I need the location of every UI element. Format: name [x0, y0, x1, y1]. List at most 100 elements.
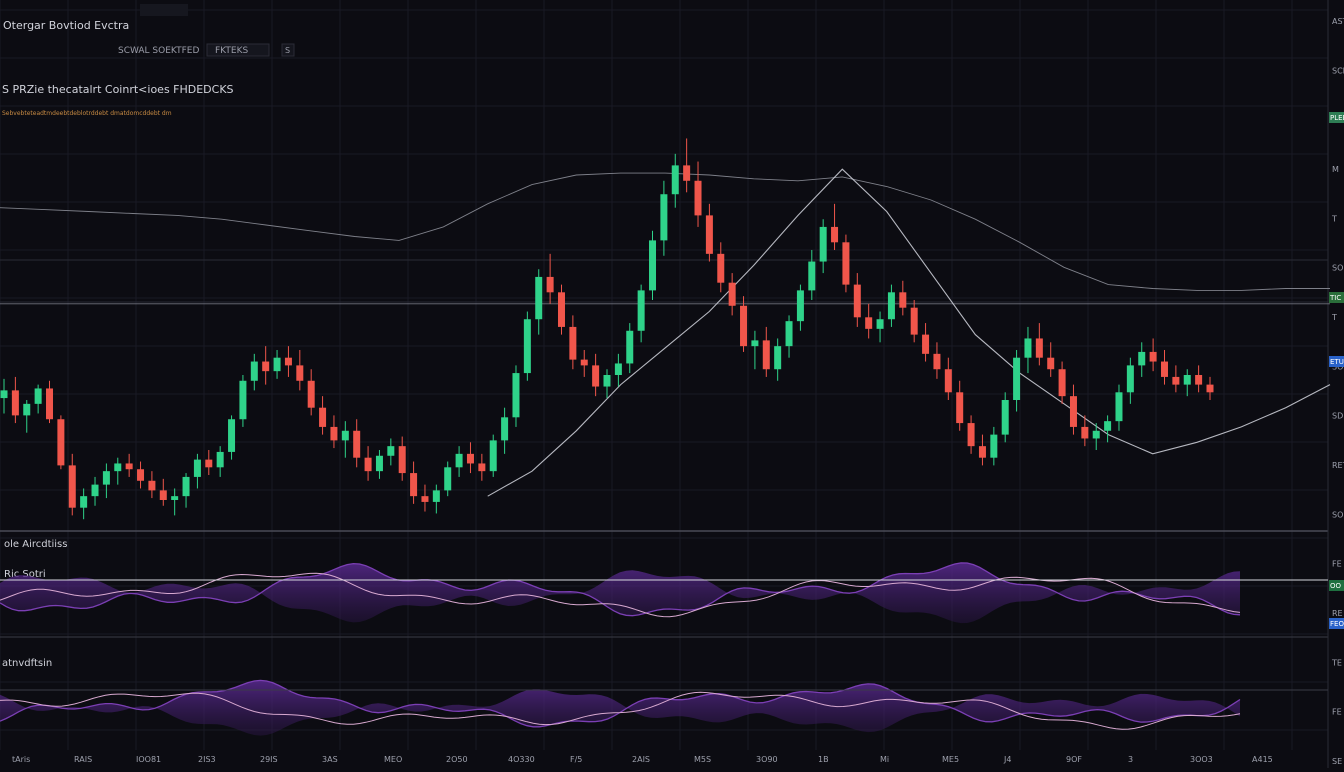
oscillator-histogram [0, 680, 1240, 736]
time-axis-label: 2AIS [632, 755, 650, 764]
candle-down [1172, 376, 1180, 385]
price-axis-label: FE [1332, 708, 1342, 717]
candle-down [842, 242, 850, 285]
candle-up [193, 459, 201, 477]
candle-down [466, 453, 474, 464]
candle-up [512, 373, 520, 418]
candle-up [387, 446, 395, 456]
candle-down [398, 446, 406, 474]
candle-down [922, 334, 930, 354]
time-axis-label: 4O330 [508, 755, 535, 764]
candle-up [91, 484, 99, 497]
price-tags: PLEE TIC ETU OO FEO [1329, 112, 1344, 629]
candle-down [410, 473, 418, 497]
price-axis-label: FE [1332, 560, 1342, 569]
candle-up [80, 496, 88, 508]
time-axis-label: MEO [384, 755, 402, 764]
candle-up [1024, 338, 1032, 358]
candle-up [671, 165, 679, 195]
candle-down [1047, 357, 1055, 370]
candle-down [1160, 361, 1168, 377]
toolbar-settings-label[interactable]: S [285, 46, 290, 55]
candle-up [626, 330, 634, 364]
candle-down [557, 292, 565, 327]
candle-down [580, 359, 588, 366]
candle-up [273, 357, 281, 372]
toolbar-symbol[interactable]: SCWAL SOEKTFED [118, 46, 199, 56]
candle-down [694, 180, 702, 216]
time-axis-label: 2IS3 [198, 755, 216, 764]
candle-down [967, 423, 975, 447]
candle-up [341, 430, 349, 441]
candle-down [46, 388, 54, 420]
candle-up [751, 340, 759, 347]
time-axis-label: 29IS [260, 755, 278, 764]
candle-down [683, 165, 691, 181]
time-axis-label: RAIS [74, 755, 92, 764]
candle-down [831, 226, 839, 243]
candle-down [569, 326, 577, 360]
candle-down [1081, 426, 1089, 439]
time-axis-label: F/5 [570, 755, 582, 764]
candle-down [740, 305, 748, 347]
candle-down [1149, 351, 1157, 362]
candle-down [899, 292, 907, 308]
candle-up [23, 403, 31, 416]
oscillator-1-sublabel: Ric Sotri [4, 569, 46, 580]
toolbar-interval-box[interactable] [206, 43, 270, 57]
price-axis-label: SDE [1332, 412, 1344, 421]
candle-up [649, 240, 657, 291]
candle-down [11, 390, 19, 416]
candle-down [910, 307, 918, 335]
price-axis-label: SCE [1332, 66, 1344, 75]
candle-down [296, 365, 304, 381]
toolbar-interval[interactable]: FKTEKS [215, 46, 248, 56]
candle-up [1138, 351, 1146, 366]
oscillator-line-main [0, 691, 1241, 730]
price-tag-label: OO [1330, 582, 1342, 590]
moving-average-lines [0, 168, 1331, 497]
candle-down [159, 490, 167, 500]
candle-down [364, 457, 372, 472]
candle-down [262, 361, 270, 372]
price-tag-label: TIC [1329, 294, 1341, 302]
time-axis-label: tAris [12, 755, 30, 764]
time-axis-label: Mi [880, 755, 889, 764]
candle-down [205, 459, 213, 468]
toolbar-settings-button[interactable] [281, 43, 295, 57]
candle-up [535, 276, 543, 320]
candle-up [114, 463, 122, 472]
legend-indicator-values: Sebvebteteadtmdeebtdeblotrddebt dmatdomc… [2, 110, 172, 117]
candle-down [125, 463, 133, 470]
candle-down [865, 317, 873, 329]
candle-down [717, 253, 725, 283]
price-axis-label: RE [1332, 609, 1343, 618]
price-axis-label: SO [1332, 264, 1343, 273]
top-tab[interactable] [140, 4, 188, 16]
candle-down [546, 276, 554, 293]
price-axis-label: T [1331, 214, 1337, 223]
oscillator-line-main [0, 572, 1241, 618]
candle-down [421, 496, 429, 502]
candle-up [455, 453, 463, 468]
candle-up [1092, 430, 1100, 439]
candle-up [171, 496, 179, 500]
oscillator-2 [0, 679, 1328, 736]
time-axis-label: ME5 [942, 755, 959, 764]
candle-up [216, 451, 224, 468]
moving-average-line [0, 172, 1330, 291]
time-axis-label: M5S [694, 755, 711, 764]
candle-up [876, 319, 884, 329]
candle-down [478, 463, 486, 472]
candle-up [375, 455, 383, 472]
candle-down [853, 284, 861, 318]
candle-up [808, 261, 816, 291]
candle-down [978, 446, 986, 458]
candle-up [1104, 421, 1112, 431]
candle-up [0, 390, 8, 399]
candle-up [444, 467, 452, 491]
candle-up [182, 476, 190, 497]
price-tag [1329, 618, 1344, 629]
